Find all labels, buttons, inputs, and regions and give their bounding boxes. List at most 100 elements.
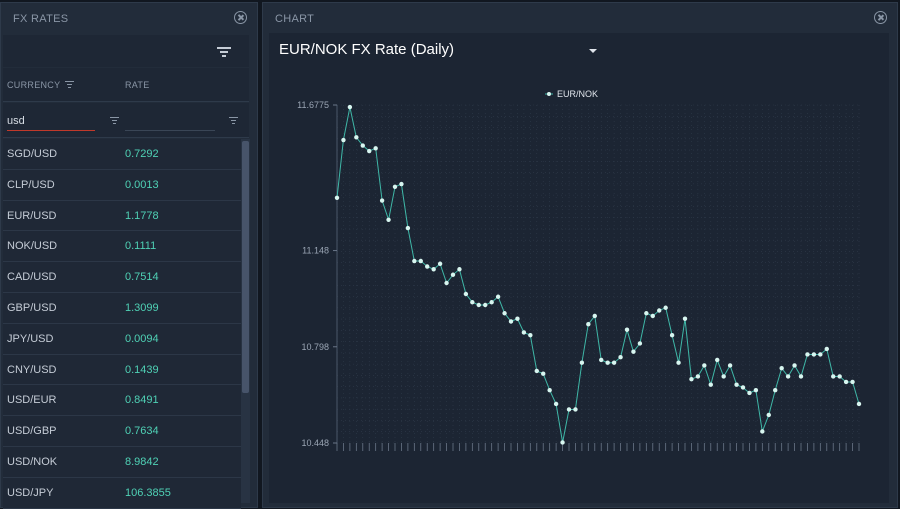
data-point[interactable] bbox=[734, 382, 739, 387]
data-point[interactable] bbox=[334, 195, 340, 200]
data-point[interactable] bbox=[818, 352, 823, 357]
data-point[interactable] bbox=[373, 146, 378, 151]
data-point[interactable] bbox=[824, 346, 829, 352]
chart-select[interactable]: EUR/NOK FX Rate (Daily) bbox=[279, 41, 455, 58]
data-point[interactable] bbox=[392, 184, 398, 189]
data-point[interactable] bbox=[418, 258, 423, 264]
close-icon[interactable] bbox=[874, 11, 887, 24]
data-point[interactable] bbox=[631, 349, 636, 354]
data-point[interactable] bbox=[553, 401, 559, 407]
currency-filter-menu-icon[interactable] bbox=[110, 117, 119, 124]
table-row[interactable]: CLP/USD 0.0013 bbox=[3, 169, 241, 201]
data-point[interactable] bbox=[547, 388, 552, 393]
data-point[interactable] bbox=[798, 374, 804, 379]
data-point[interactable] bbox=[399, 181, 404, 187]
data-point[interactable] bbox=[515, 316, 520, 321]
data-point[interactable] bbox=[760, 429, 765, 434]
data-point[interactable] bbox=[379, 198, 385, 203]
data-point[interactable] bbox=[779, 366, 784, 371]
data-point[interactable] bbox=[837, 374, 842, 379]
data-point[interactable] bbox=[386, 217, 391, 222]
table-row[interactable]: NOK/USD 0.1111 bbox=[3, 231, 241, 263]
data-point[interactable] bbox=[856, 401, 862, 407]
scrollbar-thumb[interactable] bbox=[242, 141, 249, 393]
filter-icon[interactable] bbox=[217, 47, 231, 57]
table-row[interactable]: USD/GBP 0.7634 bbox=[3, 416, 241, 447]
data-point[interactable] bbox=[360, 143, 365, 148]
close-icon[interactable] bbox=[234, 11, 247, 24]
rate-filter-input[interactable] bbox=[125, 111, 215, 131]
data-point[interactable] bbox=[676, 360, 681, 365]
data-point[interactable] bbox=[599, 357, 604, 363]
data-point[interactable] bbox=[502, 311, 507, 316]
data-point[interactable] bbox=[560, 440, 565, 445]
data-point[interactable] bbox=[637, 341, 643, 346]
data-point[interactable] bbox=[695, 374, 701, 379]
data-point[interactable] bbox=[650, 313, 655, 319]
scrollbar[interactable] bbox=[241, 139, 250, 503]
data-point[interactable] bbox=[566, 407, 572, 412]
data-point[interactable] bbox=[573, 407, 578, 412]
chevron-down-icon[interactable] bbox=[589, 49, 597, 53]
table-row[interactable]: CNY/USD 0.1439 bbox=[3, 354, 241, 386]
column-header-currency[interactable]: CURRENCY bbox=[7, 80, 61, 90]
data-point[interactable] bbox=[831, 374, 836, 379]
data-point[interactable] bbox=[753, 388, 759, 393]
data-point[interactable] bbox=[811, 352, 817, 357]
data-point[interactable] bbox=[592, 313, 597, 319]
data-point[interactable] bbox=[470, 300, 475, 305]
column-filter-icon[interactable] bbox=[65, 81, 74, 88]
data-point[interactable] bbox=[412, 258, 417, 264]
data-point[interactable] bbox=[611, 360, 617, 365]
table-row[interactable]: EUR/USD 1.1778 bbox=[3, 200, 241, 232]
data-point[interactable] bbox=[708, 382, 713, 387]
data-point[interactable] bbox=[457, 267, 462, 272]
data-point[interactable] bbox=[508, 319, 514, 324]
data-point[interactable] bbox=[425, 264, 430, 269]
data-point[interactable] bbox=[702, 363, 707, 368]
data-point[interactable] bbox=[785, 374, 791, 379]
data-point[interactable] bbox=[669, 333, 675, 338]
data-point[interactable] bbox=[579, 360, 585, 365]
data-point[interactable] bbox=[618, 355, 623, 360]
data-point[interactable] bbox=[354, 135, 359, 140]
data-point[interactable] bbox=[624, 327, 630, 332]
data-point[interactable] bbox=[341, 137, 346, 143]
data-point[interactable] bbox=[792, 363, 797, 368]
table-row[interactable]: SGD/USD 0.7292 bbox=[3, 139, 241, 170]
data-point[interactable] bbox=[727, 363, 733, 368]
data-point[interactable] bbox=[437, 261, 443, 266]
data-point[interactable] bbox=[444, 280, 449, 286]
data-point[interactable] bbox=[431, 267, 436, 272]
data-point[interactable] bbox=[483, 302, 488, 308]
data-point[interactable] bbox=[534, 368, 539, 374]
data-point[interactable] bbox=[495, 294, 501, 299]
data-point[interactable] bbox=[766, 412, 771, 418]
data-point[interactable] bbox=[586, 322, 591, 327]
data-point[interactable] bbox=[805, 352, 810, 357]
data-point[interactable] bbox=[740, 385, 746, 390]
column-header-rate[interactable]: RATE bbox=[125, 80, 150, 90]
data-point[interactable] bbox=[367, 148, 372, 154]
data-point[interactable] bbox=[605, 360, 610, 365]
table-row[interactable]: USD/NOK 8.9842 bbox=[3, 446, 241, 478]
data-point[interactable] bbox=[657, 308, 662, 313]
data-point[interactable] bbox=[528, 333, 533, 338]
table-row[interactable]: CAD/USD 0.7514 bbox=[3, 262, 241, 293]
data-point[interactable] bbox=[721, 374, 726, 379]
table-row[interactable]: GBP/USD 1.3099 bbox=[3, 292, 241, 324]
data-point[interactable] bbox=[689, 377, 694, 382]
data-point[interactable] bbox=[773, 388, 778, 393]
data-point[interactable] bbox=[450, 272, 456, 277]
table-row[interactable]: USD/JPY 106.3855 bbox=[3, 477, 241, 509]
table-row[interactable]: USD/EUR 0.8491 bbox=[3, 385, 241, 417]
data-point[interactable] bbox=[843, 379, 849, 385]
data-point[interactable] bbox=[747, 390, 752, 396]
data-point[interactable] bbox=[489, 300, 494, 305]
currency-filter-input[interactable] bbox=[7, 111, 95, 131]
data-point[interactable] bbox=[663, 305, 668, 310]
data-point[interactable] bbox=[541, 371, 546, 376]
data-point[interactable] bbox=[347, 104, 353, 110]
data-point[interactable] bbox=[850, 379, 855, 385]
data-point[interactable] bbox=[463, 291, 469, 297]
